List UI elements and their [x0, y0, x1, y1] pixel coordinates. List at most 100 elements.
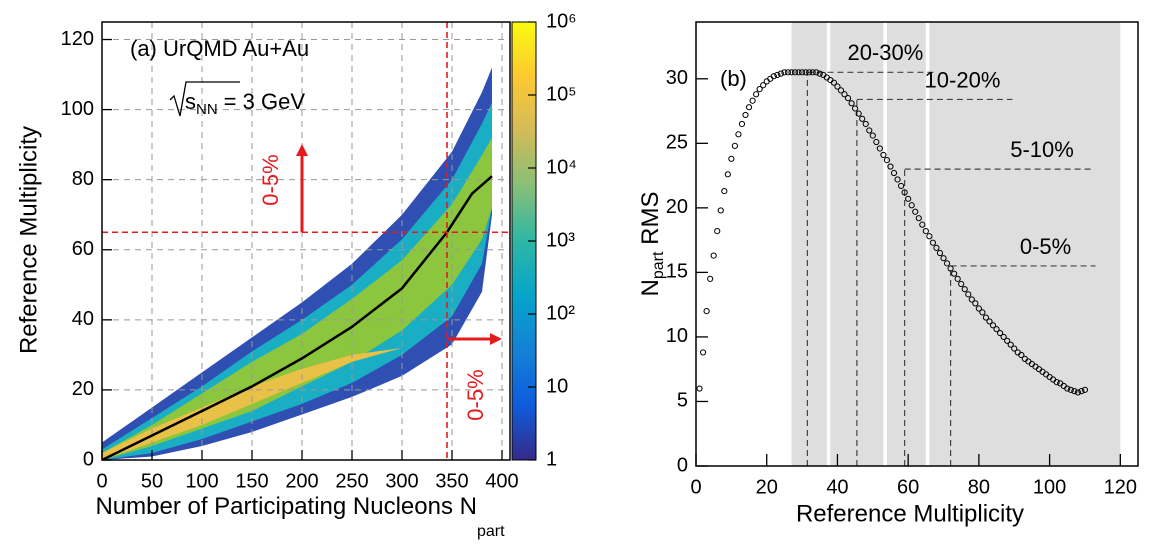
point [986, 318, 993, 325]
x-label-sub: part [477, 523, 505, 540]
x-tick-label: 400 [485, 470, 518, 492]
point [869, 132, 876, 139]
point [965, 291, 972, 298]
colorbar-tick-label: 10² [546, 302, 575, 324]
y-tick-label: 40 [72, 308, 94, 330]
point [802, 69, 809, 76]
point [897, 182, 905, 190]
y-tick-label: 80 [72, 168, 94, 190]
density-region [102, 67, 492, 460]
point [894, 176, 901, 183]
point [816, 70, 823, 77]
point [993, 326, 1000, 333]
point [901, 189, 908, 196]
point [809, 69, 816, 76]
cut-label: 0-5% [1020, 234, 1071, 259]
x-tick-label: 150 [235, 470, 268, 492]
cut-label: 20-30% [847, 40, 923, 65]
energy-label: sNN = 3 GeV [185, 89, 305, 118]
arrow-label: 0-5% [463, 369, 488, 420]
point [731, 142, 738, 150]
point [883, 157, 891, 164]
point [958, 280, 965, 288]
point [795, 69, 802, 76]
cut-label: 5-10% [1010, 137, 1074, 162]
point [859, 115, 866, 122]
point [866, 127, 873, 134]
centrality-band [929, 22, 1121, 466]
y-tick-label: 15 [666, 261, 688, 283]
point [936, 249, 944, 257]
energy-sub: NN [196, 101, 218, 118]
x-tick-label: 20 [756, 476, 778, 498]
point [961, 286, 968, 293]
x-tick-label: 0 [96, 470, 107, 492]
centrality-band [886, 22, 926, 466]
point [1053, 379, 1060, 386]
point [996, 329, 1004, 337]
colorbar-tick-label: 10³ [546, 229, 575, 251]
point [798, 69, 806, 76]
mean-curve [102, 175, 493, 460]
x-tick-label: 100 [185, 470, 218, 492]
point [1018, 351, 1025, 359]
point [753, 91, 760, 98]
point [710, 252, 717, 259]
point [1064, 385, 1071, 392]
point [940, 255, 947, 262]
x-tick-label: 80 [968, 476, 990, 498]
x-label: Number of Participating Nucleons N [95, 493, 477, 520]
x-tick-label: 50 [141, 470, 163, 492]
point [813, 69, 820, 76]
point [880, 151, 887, 159]
point [777, 70, 784, 77]
centrality-band [791, 22, 827, 466]
point [905, 195, 912, 202]
point [841, 91, 848, 98]
point [947, 265, 954, 272]
x-tick-label: 300 [385, 470, 418, 492]
frame [695, 21, 1139, 467]
point [943, 260, 951, 267]
density-region [102, 347, 402, 460]
x-tick-label: 120 [1104, 476, 1137, 498]
y-axis-title: Reference Multiplicity [15, 126, 42, 354]
y-tick-label: 0 [677, 454, 688, 476]
frame [101, 21, 511, 461]
energy-symbol: s [185, 89, 196, 114]
point [781, 69, 788, 76]
y-tick-label: 20 [666, 196, 688, 218]
point [908, 202, 915, 209]
point [855, 110, 862, 117]
y-tick-label: 25 [666, 132, 688, 154]
point [968, 296, 975, 303]
panel-a-annotation: (a) UrQMD Au+Au [130, 36, 309, 61]
point [844, 95, 852, 102]
point [989, 322, 997, 329]
point [862, 120, 869, 128]
point [788, 69, 795, 76]
point [724, 171, 731, 178]
point [1078, 388, 1085, 395]
colorbar-tick-label: 10⁴ [546, 156, 577, 178]
point [770, 73, 777, 80]
y-tick-label: 5 [677, 390, 688, 412]
point [703, 308, 710, 315]
colorbar-tick-label: 10 [546, 375, 568, 397]
y-tick-label: 30 [666, 67, 688, 89]
y-tick-label: 20 [72, 378, 94, 400]
y-axis-title-b: Npart RMS [637, 192, 667, 297]
point [784, 69, 792, 76]
sqrt-sign [169, 81, 240, 117]
panel-b-annotation: (b) [720, 66, 747, 91]
point [830, 79, 838, 86]
point [912, 208, 919, 215]
point [954, 275, 961, 282]
x-tick-label: 350 [435, 470, 468, 492]
point [742, 111, 749, 119]
y-tick-label: 120 [61, 28, 94, 50]
point [738, 120, 746, 128]
point [1081, 386, 1089, 393]
point [735, 131, 742, 138]
point [760, 82, 767, 89]
